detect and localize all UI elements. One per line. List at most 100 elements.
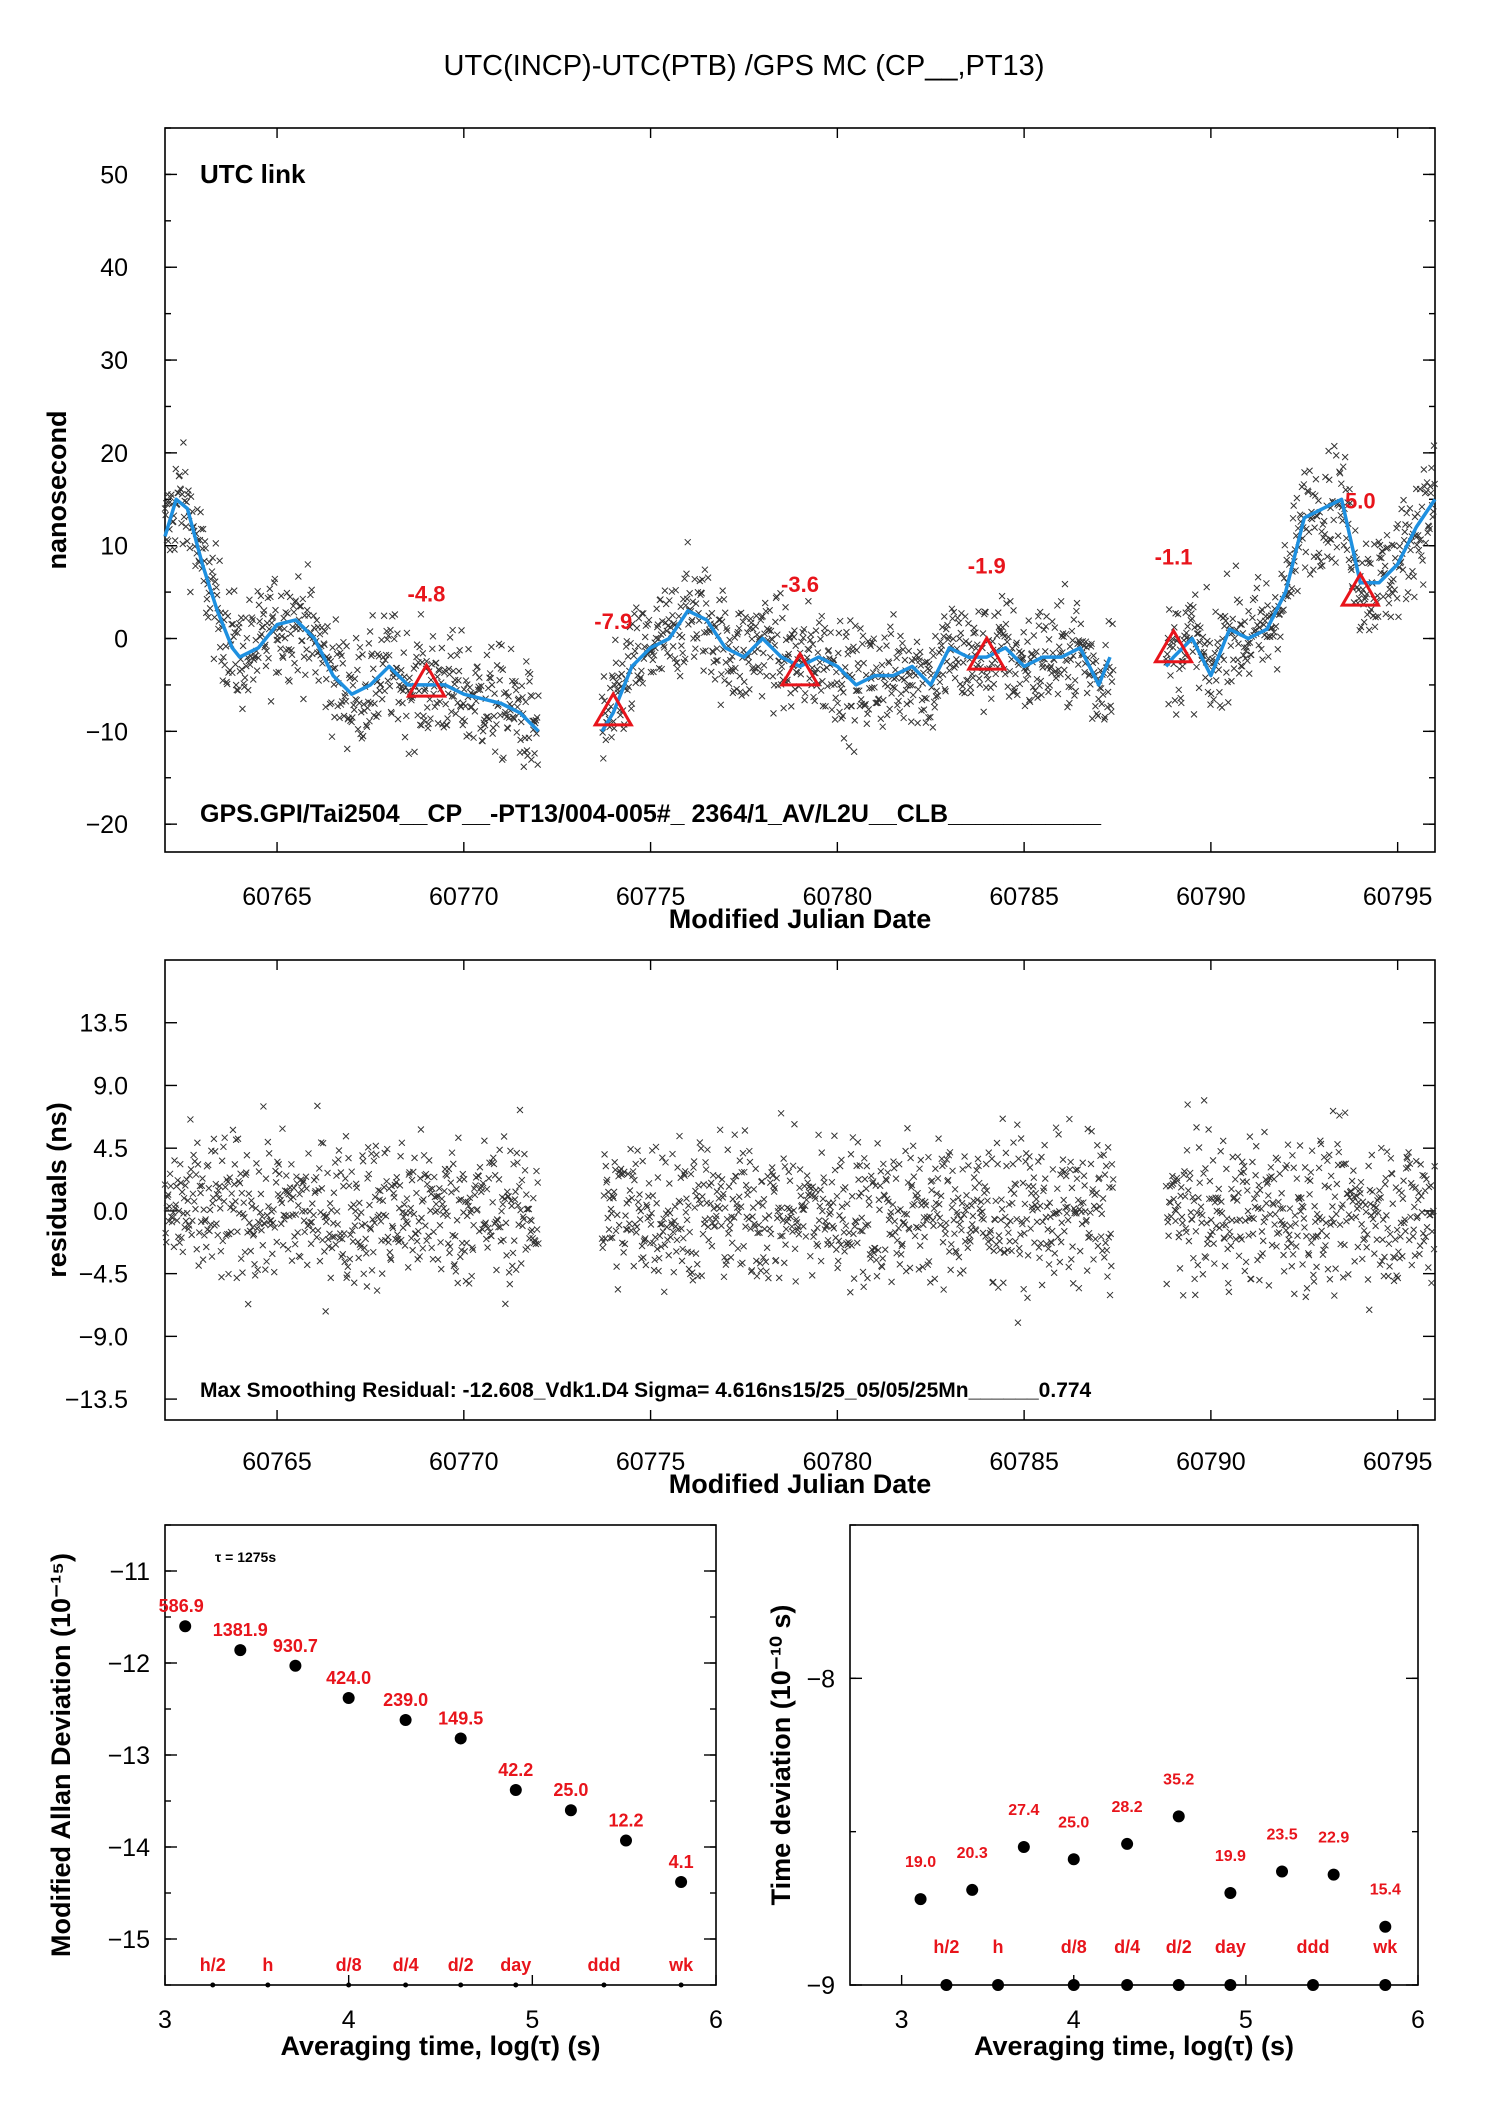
data-point: [316, 630, 324, 638]
data-point: [787, 703, 795, 710]
data-point: [1247, 651, 1255, 659]
data-point: [1273, 1243, 1280, 1250]
data-point: [1217, 1198, 1225, 1205]
data-point: [819, 1195, 827, 1203]
data-point: [917, 661, 925, 669]
data-point: [1057, 1171, 1064, 1178]
data-point: [614, 1286, 622, 1293]
data-point: [216, 1205, 224, 1212]
data-point: [686, 589, 694, 597]
data-point: [975, 1162, 982, 1170]
data-point: [251, 1272, 259, 1279]
data-point: [1055, 666, 1062, 673]
data-point: [200, 1206, 208, 1214]
data-point: [1398, 1252, 1406, 1260]
data-point: [313, 1233, 321, 1241]
data-point: [615, 1221, 623, 1229]
data-point: [1252, 1171, 1259, 1179]
data-point: [1027, 1225, 1035, 1232]
data-point: [825, 646, 833, 654]
data-point: [339, 1250, 347, 1258]
data-point: [720, 595, 728, 603]
data-point: [500, 1133, 508, 1140]
data-point: [1249, 614, 1256, 622]
data-point: [1376, 554, 1383, 561]
data-point: [887, 1208, 895, 1216]
data-point: [1369, 1188, 1376, 1196]
data-point: [729, 1195, 737, 1203]
data-point: [180, 1194, 188, 1202]
data-point: [358, 1222, 366, 1229]
data-point: [461, 1247, 469, 1255]
data-point: [462, 702, 469, 710]
data-point: [171, 537, 179, 544]
data-point: [923, 695, 930, 703]
data-point: [327, 1274, 335, 1282]
data-point: [940, 613, 948, 620]
data-point: [381, 1149, 389, 1157]
data-point: [718, 618, 726, 626]
data-point: [1005, 1229, 1012, 1237]
data-point: [437, 1265, 445, 1273]
data-point: [1177, 1184, 1185, 1191]
data-point: [713, 1188, 721, 1195]
data-point: [623, 1199, 631, 1207]
data-point: [775, 1274, 783, 1282]
data-point: [1060, 1196, 1068, 1204]
data-point: [803, 1172, 811, 1179]
data-point: [900, 714, 908, 722]
data-point: [1034, 1158, 1042, 1165]
data-point: [449, 626, 457, 634]
data-point: [1029, 1183, 1037, 1190]
data-point: [1324, 1265, 1332, 1273]
data-point: [885, 1198, 892, 1206]
data-point: [951, 674, 959, 682]
data-point: [974, 1155, 982, 1163]
data-point: [759, 612, 767, 620]
data-point: [946, 1148, 954, 1156]
data-point: [973, 1196, 981, 1204]
data-point: [1223, 1215, 1231, 1223]
data-point: [739, 618, 747, 626]
data-point: [1313, 1263, 1320, 1271]
data-point: [1259, 656, 1266, 664]
data-point: [1048, 1239, 1055, 1247]
data-point: [1360, 1227, 1368, 1234]
data-point: [900, 1210, 908, 1218]
data-point: [763, 1244, 771, 1252]
data-point: [635, 1204, 643, 1212]
data-point: [926, 1279, 934, 1286]
data-point: [750, 1185, 758, 1193]
data-point: [721, 1253, 728, 1261]
interval-marker-label: d/2: [1166, 1937, 1192, 1957]
data-point: [1357, 623, 1365, 631]
data-point: [1289, 1151, 1296, 1159]
data-point: [1399, 1195, 1407, 1203]
data-point: [933, 687, 941, 695]
data-point: [342, 1132, 350, 1140]
data-point: [688, 1249, 695, 1256]
data-point: [1263, 579, 1270, 587]
data-point: [1387, 613, 1395, 621]
data-point: [396, 1182, 404, 1189]
data-point: [602, 1162, 610, 1170]
data-point: [1037, 677, 1045, 685]
data-point: [307, 591, 314, 599]
data-point: [1209, 1228, 1216, 1236]
data-point: [607, 703, 615, 710]
data-point: [859, 1268, 867, 1276]
data-point: [745, 686, 753, 693]
data-point: [1002, 620, 1010, 628]
data-point: [1006, 1217, 1014, 1225]
data-point: [513, 1149, 521, 1157]
data-point: [888, 1278, 895, 1286]
data-point: [627, 639, 634, 647]
residual-points: [161, 1096, 1439, 1327]
data-point: [963, 677, 970, 684]
data-point: [300, 1217, 308, 1224]
data-point: [385, 1238, 392, 1246]
data-point: [1092, 702, 1099, 710]
data-point: [657, 596, 664, 603]
data-point: [977, 1209, 984, 1217]
